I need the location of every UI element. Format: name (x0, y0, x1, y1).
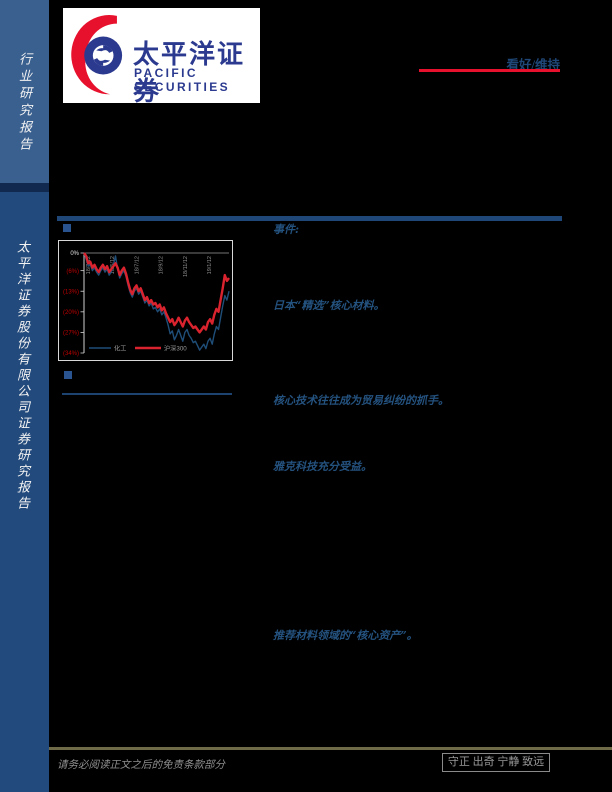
pacific-securities-logo-icon (71, 15, 123, 95)
svg-text:(20%): (20%) (63, 310, 79, 316)
svg-text:18/7/12: 18/7/12 (134, 256, 140, 274)
section-header-bar (57, 216, 562, 221)
sidebar-divider (0, 183, 49, 192)
svg-text:0%: 0% (70, 251, 79, 257)
svg-text:18/11/12: 18/11/12 (183, 256, 189, 277)
chart-svg: 0%(6%)(13%)(20%)(27%)(34%)18/3/12 18/5/12… (63, 251, 230, 357)
svg-text:化工: 化工 (114, 345, 126, 353)
svg-text:沪深300: 沪深300 (164, 345, 187, 353)
event-label: 事件: (273, 223, 300, 236)
logo-chinese-name: 太平洋证券 (133, 40, 246, 107)
highlight-core-assets: 推荐材料领域的“核心资产”。 (273, 629, 418, 642)
performance-chart: 0% (6%) (13%) (20%) (27%) (34%) 18/3/12 18/5/12… (58, 240, 233, 361)
sidebar-top-band (0, 0, 49, 183)
sidebar-report-type-label: 行业研究报告 (16, 52, 31, 154)
highlight-yake-benefit: 雅克科技充分受益。 (273, 460, 372, 473)
section-bullet-icon (63, 224, 71, 232)
rating-underline (419, 69, 560, 72)
svg-text:(34%): (34%) (63, 351, 79, 357)
svg-text:19/1/12: 19/1/12 (207, 256, 213, 274)
left-column-rule (62, 393, 232, 395)
svg-text:(13%): (13%) (63, 289, 79, 295)
rating-label: 看好/维持 (506, 58, 560, 72)
footer-disclaimer: 请务必阅读正文之后的免责条款部分 (57, 760, 225, 771)
sidebar-bottom-band (0, 192, 49, 792)
footer-rule (49, 747, 612, 750)
section-bullet-icon (64, 371, 72, 379)
svg-text:(27%): (27%) (63, 331, 79, 337)
footer-motto: 守正 出奇 宁静 致远 (442, 753, 550, 772)
highlight-core-technology: 核心技术往往成为贸易纠纷的抓手。 (273, 394, 449, 407)
highlight-japan-materials: 日本“精选”核心材料。 (273, 299, 385, 312)
logo-english-name: PACIFIC SECURITIES (134, 66, 231, 94)
svg-text:(6%): (6%) (66, 269, 79, 275)
company-logo: 太平洋证券 PACIFIC SECURITIES (63, 8, 260, 107)
sidebar-company-label: 太平洋证券股份有限公司证券研究报告 (14, 240, 29, 512)
svg-text:18/9/12: 18/9/12 (159, 256, 165, 274)
